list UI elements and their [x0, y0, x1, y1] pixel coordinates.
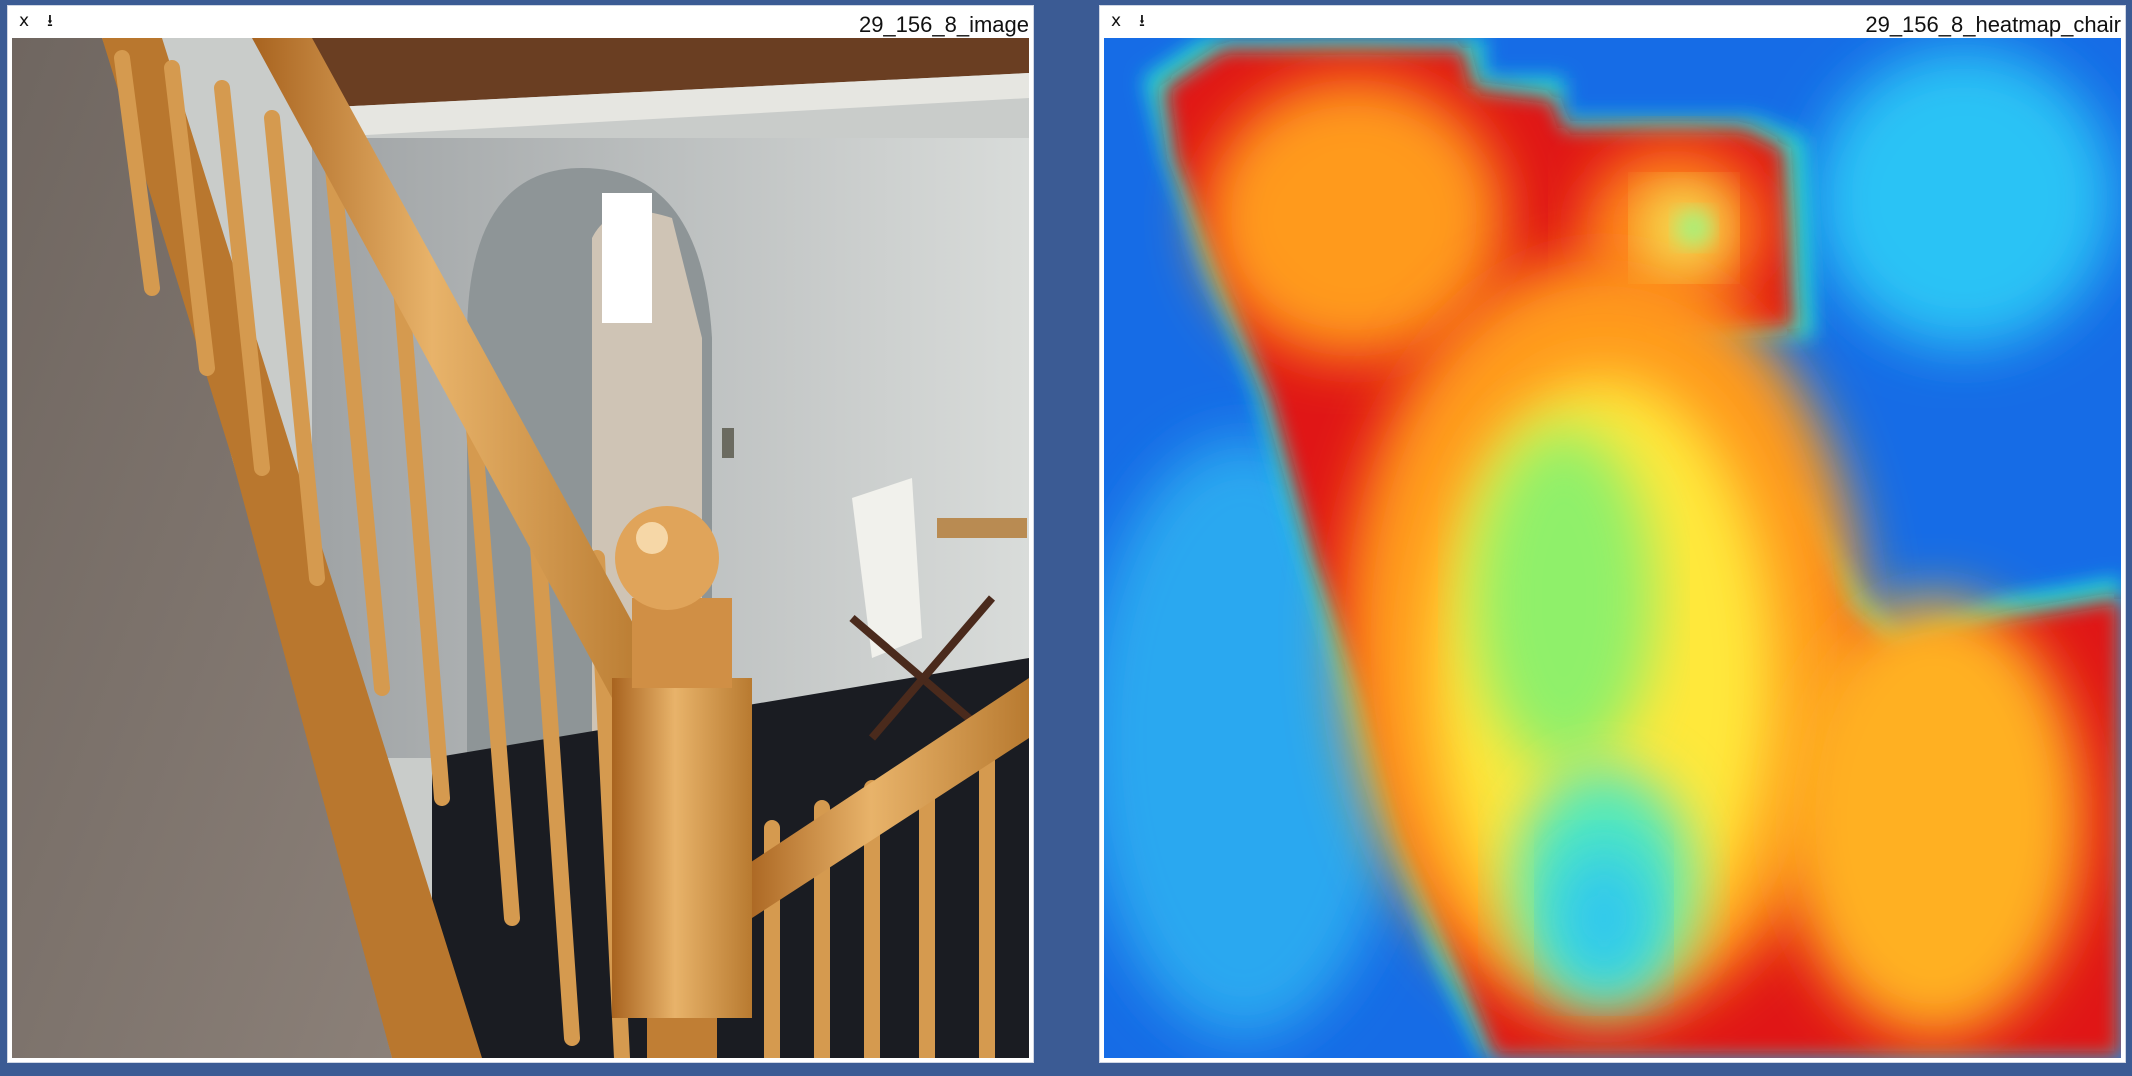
image-window: x ⭳ 29_156_8_image [7, 5, 1034, 1063]
photo-viewport [12, 38, 1029, 1058]
download-icon[interactable]: ⭳ [47, 11, 53, 31]
image-window-titlebar: x ⭳ 29_156_8_image [8, 6, 1033, 38]
image-window-title: 29_156_8_image [858, 12, 1029, 37]
close-icon[interactable]: x [18, 11, 30, 31]
heatmap-window: x ⭳ 29_156_8_heatmap_chair [1099, 5, 2126, 1063]
heatmap-window-title: 29_156_8_heatmap_chair [1865, 12, 2121, 37]
download-icon[interactable]: ⭳ [1139, 11, 1145, 31]
heatmap-window-titlebar: x ⭳ 29_156_8_heatmap_chair [1100, 6, 2125, 38]
chair-heatmap [1104, 38, 2121, 1058]
heatmap-viewport [1104, 38, 2121, 1058]
close-icon[interactable]: x [1110, 11, 1122, 31]
staircase-photo [12, 38, 1029, 1058]
